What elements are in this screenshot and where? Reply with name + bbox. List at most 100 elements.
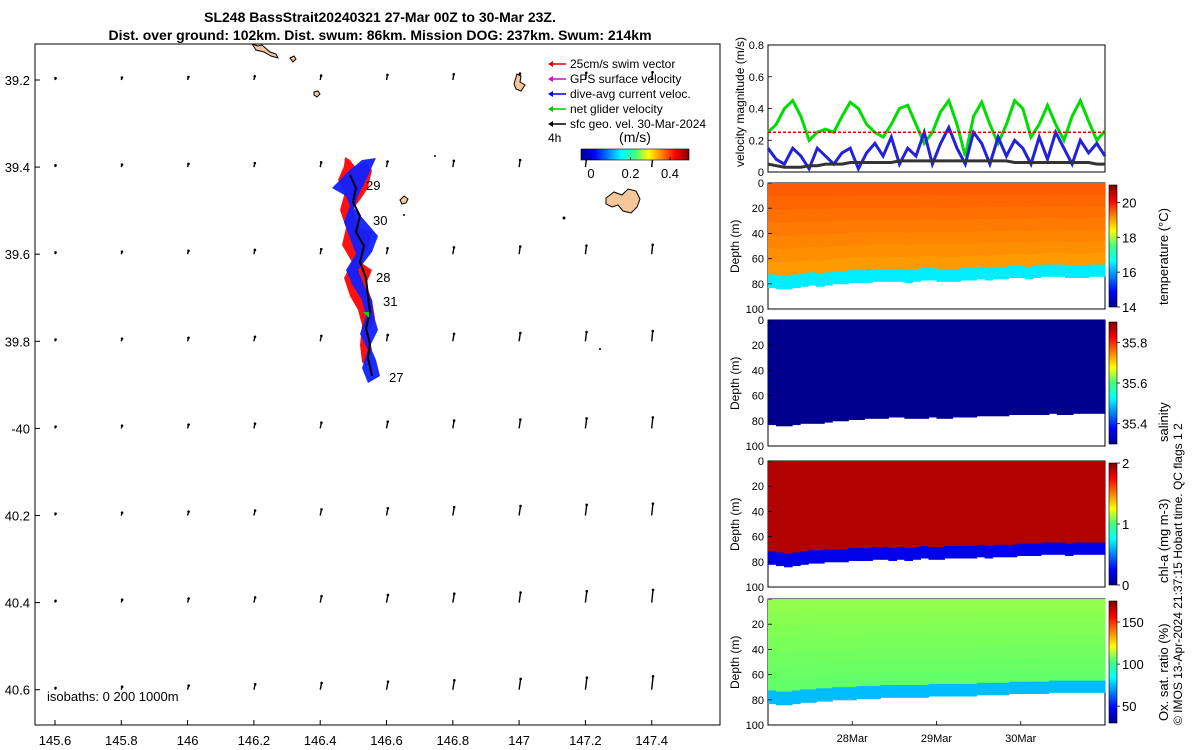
section-cell: [816, 499, 825, 513]
section-cell: [1048, 343, 1058, 356]
section-cell: [800, 689, 809, 703]
section-cell: [816, 611, 825, 626]
section-cell: [1097, 389, 1106, 403]
geo-vector-head: [320, 334, 323, 338]
section-cell: [1008, 320, 1018, 333]
section-cell: [1040, 229, 1050, 242]
section-cell: [928, 344, 938, 357]
geo-vector-head: [452, 419, 456, 422]
section-cell: [912, 381, 921, 395]
section-cell: [808, 499, 817, 513]
section-cell: [968, 635, 978, 648]
section-cell: [840, 486, 849, 500]
section-cell: [832, 599, 841, 613]
section-cell: [984, 243, 994, 257]
section-cell: [792, 612, 801, 626]
legend-label: dive-avg current veloc.: [570, 87, 691, 101]
section-cell: [920, 243, 930, 257]
section-cell: [792, 346, 801, 360]
section-cell: [960, 332, 970, 345]
section-cell: [896, 368, 905, 382]
section-cell: [1040, 320, 1050, 333]
section-cell: [784, 651, 793, 666]
section-cell: [824, 549, 833, 563]
section-cell: [856, 183, 865, 196]
section-cell: [944, 497, 954, 510]
section-cell: [840, 662, 849, 676]
section-cell: [1089, 610, 1098, 623]
section-cell: [936, 406, 946, 419]
section-cell: [1072, 622, 1082, 635]
section-cell: [904, 393, 913, 407]
section-cell: [784, 500, 793, 515]
section-cell: [800, 332, 809, 347]
map-x-tick-label: 147.2: [569, 733, 602, 748]
section-cell: [1000, 682, 1010, 696]
section-cell: [1024, 496, 1034, 509]
section-cell: [928, 356, 938, 369]
section-cell: [960, 368, 970, 382]
section-cell: [1080, 610, 1090, 623]
section-cell: [1040, 218, 1050, 231]
section-cell: [856, 686, 865, 699]
section-cell: [888, 535, 897, 549]
section-cell: [976, 391, 986, 405]
section-cell: [800, 663, 809, 677]
glider-track: [332, 157, 380, 383]
section-cell: [1008, 473, 1018, 486]
depth-tick-label: 40: [752, 228, 764, 240]
section-cell: [976, 218, 986, 232]
section-cell: [1048, 507, 1058, 520]
section-cell: [976, 611, 986, 624]
section-cell: [1008, 544, 1018, 558]
colorbar-tick-label: 0: [587, 166, 594, 181]
section-cell: [784, 262, 793, 277]
geo-vector-head: [320, 421, 323, 424]
section-cell: [880, 320, 889, 333]
section-cell: [976, 622, 986, 636]
section-cell: [1048, 668, 1058, 682]
map-y-tick-label: 39.4: [5, 160, 30, 175]
section-cell: [968, 611, 978, 624]
section-cell: [1048, 206, 1058, 219]
section-cell: [1056, 218, 1066, 231]
section-cell: [1016, 622, 1026, 635]
section-cell: [832, 208, 841, 222]
section-cell: [920, 255, 930, 269]
section-cell: [1016, 520, 1026, 533]
section-cell: [1097, 183, 1106, 196]
island-east: [513, 73, 526, 92]
section-cell: [992, 391, 1002, 405]
section-cell: [792, 474, 801, 488]
colorbar-tick-label: 1: [1122, 517, 1129, 532]
section-cell: [920, 521, 930, 535]
section-cell: [920, 183, 930, 196]
section-cell: [1048, 366, 1058, 379]
section-cell: [896, 404, 905, 418]
section-cell: [992, 658, 1002, 672]
section-cell: [856, 611, 865, 625]
section-cell: [984, 183, 994, 196]
section-cell: [976, 266, 986, 280]
section-cell: [912, 320, 921, 333]
section-cell: [928, 320, 938, 333]
section-cell: [856, 257, 865, 271]
section-cell: [784, 372, 793, 387]
section-cell: [816, 650, 825, 664]
section-cell: [1089, 622, 1098, 635]
section-cell: [872, 534, 881, 548]
section-cell: [1032, 183, 1042, 196]
section-cell: [912, 485, 921, 499]
section-cell: [936, 510, 946, 523]
section-cell: [824, 358, 833, 372]
section-cell: [1089, 378, 1098, 391]
geo-vector-head: [187, 249, 190, 253]
section-cell: [816, 273, 825, 287]
section-cell: [1008, 343, 1018, 356]
section-cell: [1048, 229, 1058, 242]
geo-vector-head: [120, 511, 124, 514]
section-variable-label: salinity: [1156, 402, 1171, 442]
section-cell: [832, 549, 841, 563]
